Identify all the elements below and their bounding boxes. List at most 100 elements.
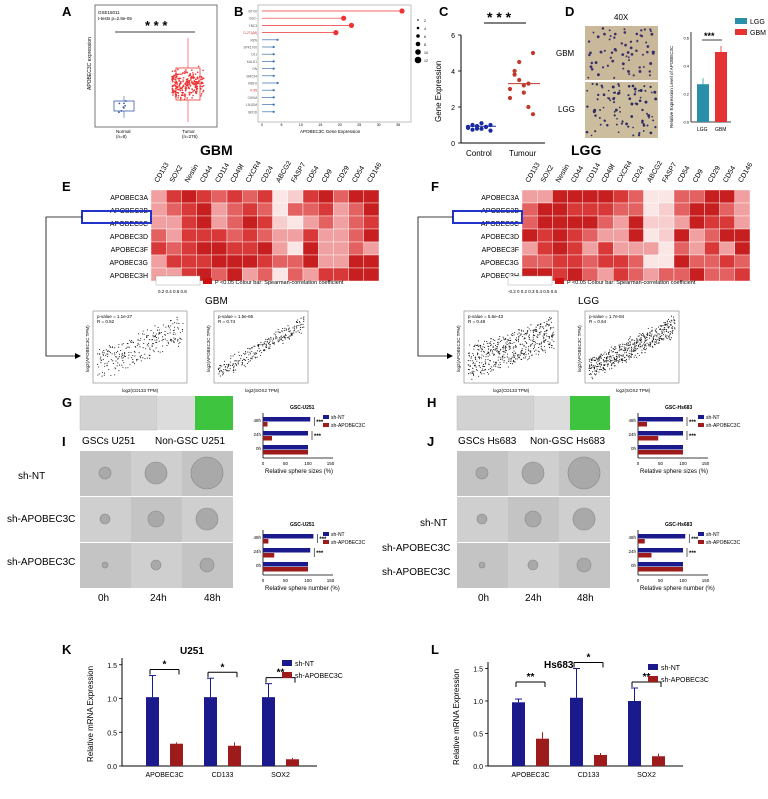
- panel-e-cell: [150, 202, 167, 217]
- scatter-point: [650, 335, 652, 337]
- panel-a-dot: [191, 81, 193, 84]
- panel-d-nucleus: [627, 125, 630, 128]
- scatter-point: [502, 357, 504, 359]
- scatter-point: [172, 330, 175, 332]
- panel-d-nucleus: [644, 89, 647, 92]
- scatter-point: [168, 327, 170, 329]
- panel-l-title: Hs683: [544, 660, 574, 671]
- scatter-point: [646, 332, 648, 334]
- panel-d-nucleus: [600, 84, 603, 87]
- panel-e-cell: [241, 202, 258, 217]
- scatter-point: [478, 362, 481, 364]
- scatter-point: [543, 345, 545, 348]
- scatter-point: [536, 324, 538, 326]
- panel-f-gene: APOBEC3D: [481, 234, 519, 241]
- scatter-point: [494, 340, 496, 342]
- scatter-point: [532, 339, 534, 341]
- hbar-bar-nt: [263, 417, 311, 422]
- scatter-point: [548, 316, 550, 318]
- scatter-point: [482, 363, 484, 366]
- scatter-point: [467, 360, 469, 362]
- panel-a-dot: [196, 71, 199, 74]
- panel-a-dot: [191, 88, 193, 90]
- scatter-point: [112, 360, 114, 362]
- scatter-point: [481, 368, 483, 370]
- scatter-point: [520, 354, 522, 356]
- panel-e-marker: CD9: [321, 168, 334, 184]
- scatter-point: [108, 350, 110, 353]
- scatter-point: [514, 355, 516, 357]
- scatter-point: [489, 354, 491, 356]
- panel-f-scatter2-pval: p-value = 1.7e-84: [589, 314, 625, 319]
- hbar-row-label: 48h: [253, 535, 261, 540]
- panel-d-nucleus: [606, 123, 609, 127]
- scatter-point: [591, 359, 593, 361]
- panel-c-ytick: 4: [451, 69, 455, 76]
- vbar-ytick: 0.0: [107, 764, 117, 771]
- scatter-point: [655, 341, 657, 343]
- scatter-point: [614, 352, 616, 354]
- scatter-point: [250, 357, 252, 359]
- panel-d-nucleus: [592, 31, 595, 34]
- scatter-point: [588, 373, 590, 376]
- scatter-point: [646, 336, 648, 339]
- scatter-point: [607, 353, 610, 355]
- scatter-point: [541, 341, 543, 343]
- panel-i-row-3: sh-APOBEC3C: [7, 557, 75, 568]
- panel-a-dot: [171, 90, 174, 92]
- panel-d-nucleus: [650, 91, 653, 94]
- panel-d-nucleus: [647, 114, 651, 118]
- panel-a-dot: [177, 73, 179, 76]
- panel-d-nucleus: [607, 89, 610, 92]
- scatter-point: [98, 353, 100, 355]
- scatter-point: [595, 370, 598, 373]
- panel-d-nucleus: [613, 32, 617, 36]
- scatter-point: [480, 357, 482, 359]
- panel-e-cell: [211, 215, 228, 230]
- scatter-point: [528, 358, 530, 360]
- scatter-point: [486, 340, 488, 342]
- scatter-point: [508, 345, 510, 347]
- scatter-point: [529, 350, 531, 352]
- scatter-point: [635, 347, 637, 349]
- scatter-point: [665, 329, 667, 331]
- panel-h-photo-nongsc: [534, 396, 570, 430]
- panel-j-photo-grid: [457, 451, 610, 588]
- scatter-point: [268, 341, 271, 343]
- hbar-row-label: 0h: [256, 563, 262, 568]
- panel-e-cell: [165, 254, 182, 269]
- scatter-point: [490, 366, 492, 368]
- scatter-point: [219, 375, 221, 377]
- scatter-point: [290, 333, 292, 335]
- panel-c-tumour-dot: [530, 112, 536, 117]
- scatter-point: [132, 354, 134, 356]
- vbar-bar-nt: [512, 702, 525, 766]
- scatter-point: [505, 347, 507, 349]
- scatter-point: [484, 365, 486, 368]
- scatter-point: [118, 370, 120, 372]
- panel-b-xlabel: APOBEC3C Gene Expression: [300, 129, 361, 134]
- scatter-point: [499, 352, 501, 354]
- scatter-point: [291, 332, 293, 334]
- scatter-point: [176, 322, 178, 324]
- panel-d-nucleus: [638, 66, 641, 69]
- scatter-point: [646, 342, 648, 344]
- scatter-point: [616, 355, 618, 357]
- scatter-point: [614, 346, 616, 348]
- panel-a-dot: [175, 72, 177, 75]
- scatter-point: [615, 359, 617, 361]
- scatter-point: [546, 320, 548, 322]
- scatter-point: [477, 344, 479, 346]
- vbar-legend-swatch: [648, 664, 658, 670]
- panel-d-nucleus: [645, 41, 648, 44]
- scatter-point: [593, 366, 596, 369]
- panel-a-dot: [179, 96, 182, 99]
- hbar-legend-swatch: [323, 540, 329, 544]
- scatter-point: [272, 337, 274, 339]
- scatter-point: [509, 341, 511, 343]
- scatter-point: [504, 357, 506, 359]
- panel-d-nucleus: [625, 122, 628, 126]
- panel-letter-d: D: [565, 4, 574, 19]
